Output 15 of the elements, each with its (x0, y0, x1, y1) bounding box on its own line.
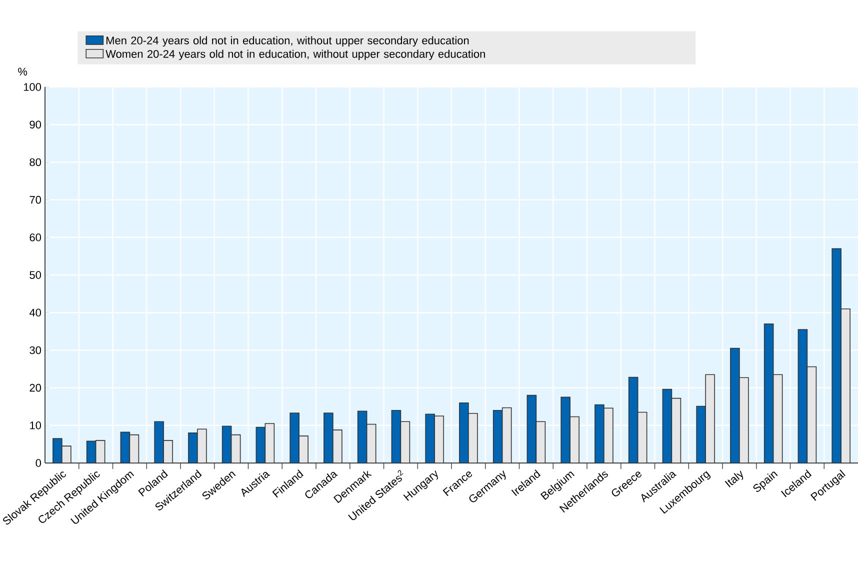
y-tick-label: 80 (30, 158, 42, 166)
y-tick-label: 90 (30, 120, 42, 128)
y-tick-label: 40 (29, 308, 42, 316)
y-tick-label: 30 (30, 346, 42, 354)
y-tick-label: 70 (30, 196, 42, 204)
y-tick-label: 50 (30, 271, 42, 279)
y-axis-title: % (18, 68, 28, 76)
legend-label: Men 20-24 years old not in education, without upper secondary education (106, 36, 469, 47)
y-tick-label: 0 (36, 459, 42, 467)
x-tick-label: Italy (724, 470, 744, 488)
y-tick-label: 10 (30, 422, 42, 430)
y-tick-label: 20 (30, 384, 42, 392)
legend-label: Women 20-24 years old not in education, without upper secondary education (106, 50, 485, 60)
y-tick-label: 60 (30, 234, 42, 242)
y-tick-label: 100 (24, 83, 42, 91)
